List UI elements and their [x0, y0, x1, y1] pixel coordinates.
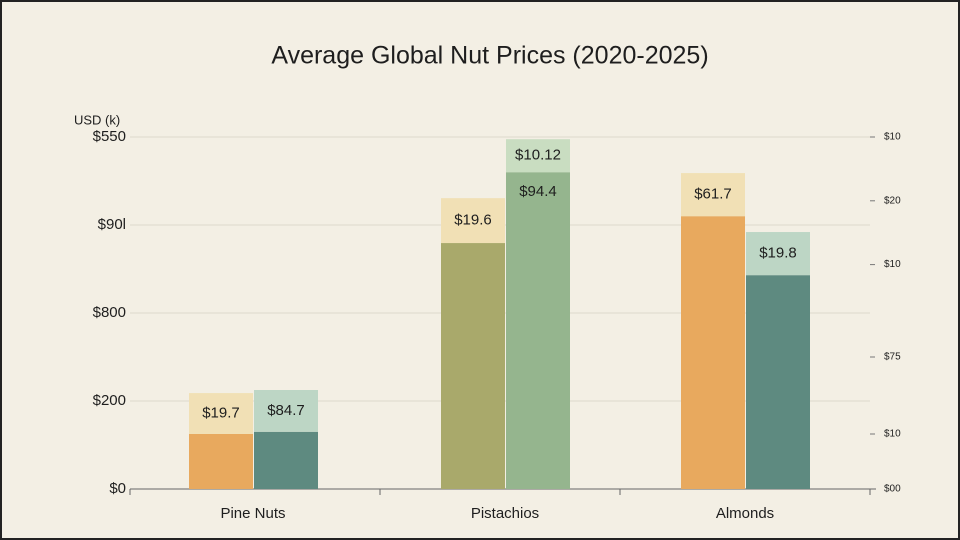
y2-tick-label: $10: [884, 132, 901, 143]
data-label: $61.7: [694, 186, 732, 203]
y-tick-label: $200: [93, 392, 126, 409]
data-label: $84.7: [267, 402, 305, 419]
bar-segment: [189, 434, 253, 489]
x-tick-label: Almonds: [716, 505, 774, 522]
data-label: $19.6: [454, 212, 492, 229]
y-tick-label: $800: [93, 304, 126, 321]
bar-segment: [681, 216, 745, 489]
bar-segment: [254, 431, 318, 489]
chart-title: Average Global Nut Prices (2020-2025): [271, 42, 708, 70]
y-axis-label: USD (k): [74, 112, 120, 127]
y2-tick-label: $10: [884, 429, 901, 440]
y-tick-label: $0: [109, 480, 126, 497]
x-tick-label: Pine Nuts: [220, 505, 285, 522]
bar-segment: [189, 393, 253, 434]
plot: $0 $200 $800 $90l $550 $00 $10 $75 $10 $20 $10 Pine…: [93, 128, 901, 522]
y2-tick-label: $10: [884, 259, 901, 270]
bar-segment: [506, 172, 570, 489]
y-tick-label: $90l: [98, 216, 126, 233]
bar-segment: [254, 390, 318, 432]
bar-segment: [681, 173, 745, 217]
bar-segment: [441, 198, 505, 244]
data-label: $10.12: [515, 147, 561, 164]
bar-segment: [441, 243, 505, 489]
bar-segment: [746, 232, 810, 276]
y2-tick-label: $00: [884, 484, 901, 495]
data-label: $19.7: [202, 405, 240, 422]
data-label: $94.4: [519, 183, 557, 200]
bar-segment: [506, 139, 570, 173]
data-label: $19.8: [759, 245, 797, 262]
bar-segment: [746, 275, 810, 489]
y2-tick-label: $20: [884, 195, 901, 206]
y2-tick-label: $75: [884, 352, 901, 363]
x-tick-label: Pistachios: [471, 505, 539, 522]
y-tick-label: $550: [93, 128, 126, 145]
